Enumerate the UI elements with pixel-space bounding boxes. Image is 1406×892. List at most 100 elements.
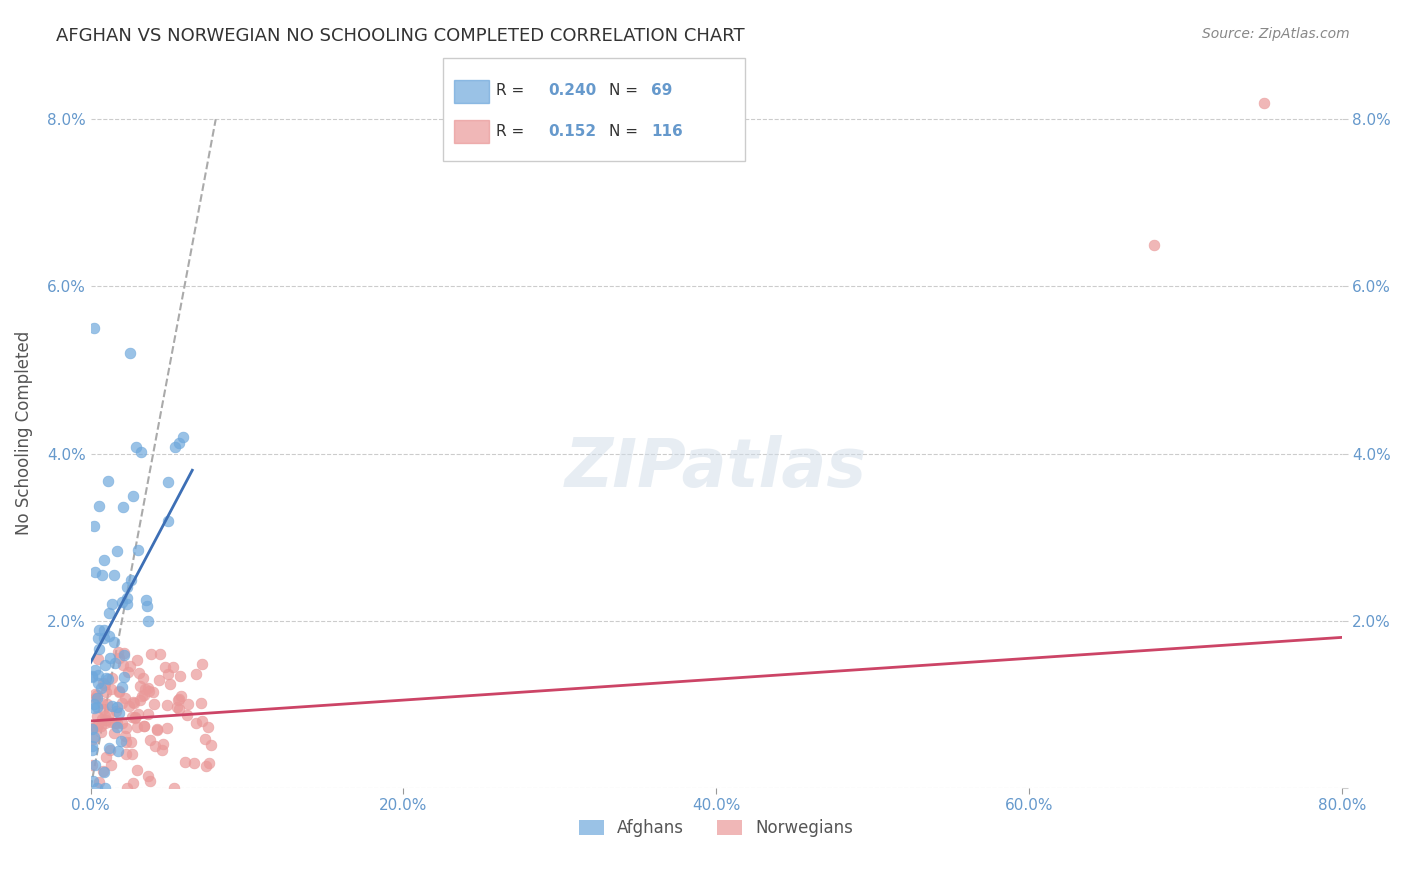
Point [139, 647, 162, 661]
Point [90, 568, 112, 582]
Point [111, 657, 134, 672]
Point [107, 720, 129, 734]
Point [82, 774, 104, 789]
Point [186, 666, 208, 681]
Point [136, 681, 159, 696]
Point [120, 574, 142, 588]
Point [128, 666, 150, 681]
Point [150, 743, 173, 757]
Point [114, 721, 136, 735]
Point [125, 763, 148, 777]
Point [131, 671, 153, 685]
Point [94, 657, 117, 672]
Point [98, 741, 121, 756]
Point [98, 651, 121, 665]
Point [86, 709, 108, 723]
Point [89, 623, 111, 637]
Point [94, 780, 117, 795]
Point [84, 690, 107, 705]
Point [93, 553, 115, 567]
Point [97, 475, 120, 489]
Point [94, 709, 117, 723]
Point [127, 543, 149, 558]
Point [129, 693, 152, 707]
Point [124, 711, 146, 725]
Text: ZIPatlas: ZIPatlas [565, 435, 868, 501]
Point [172, 430, 194, 444]
Point [200, 739, 222, 753]
Text: AFGHAN VS NORWEGIAN NO SCHOOLING COMPLETED CORRELATION CHART: AFGHAN VS NORWEGIAN NO SCHOOLING COMPLET… [56, 27, 745, 45]
Point [91, 676, 114, 690]
Point [191, 714, 214, 728]
Point [82, 732, 104, 747]
Point [97, 607, 120, 621]
Point [90, 725, 112, 739]
Point [82, 758, 104, 772]
Point [104, 715, 127, 730]
Point [105, 544, 128, 558]
Point [124, 710, 146, 724]
Point [143, 698, 166, 712]
Point [103, 634, 125, 648]
Point [98, 629, 121, 643]
Point [190, 696, 212, 710]
Point [129, 445, 152, 459]
Point [162, 780, 184, 795]
Point [1143, 237, 1166, 252]
Point [145, 723, 167, 738]
Point [117, 665, 139, 680]
Point [177, 697, 200, 711]
Point [105, 715, 128, 730]
Point [107, 645, 129, 659]
Point [87, 718, 110, 732]
Point [82, 722, 104, 736]
Point [156, 698, 179, 713]
Point [167, 702, 190, 716]
Point [83, 701, 105, 715]
Point [170, 689, 193, 703]
Point [104, 656, 127, 670]
Point [127, 707, 149, 722]
Point [148, 673, 170, 687]
Point [124, 440, 146, 454]
Point [134, 689, 156, 703]
Point [86, 652, 108, 666]
Point [135, 599, 157, 613]
Point [108, 706, 131, 720]
Point [83, 730, 105, 744]
Point [100, 757, 122, 772]
Point [83, 519, 105, 533]
Point [100, 597, 122, 611]
Point [87, 675, 110, 690]
Point [82, 723, 104, 737]
Point [84, 663, 107, 677]
Point [114, 729, 136, 743]
Point [112, 648, 135, 663]
Point [82, 742, 104, 756]
Point [166, 693, 188, 707]
Point [111, 500, 134, 514]
Point [87, 775, 110, 789]
Point [84, 687, 107, 701]
Point [108, 685, 131, 699]
Point [157, 475, 180, 490]
Point [114, 691, 136, 706]
Point [194, 731, 217, 746]
Point [152, 737, 174, 751]
Point [136, 615, 159, 629]
Point [127, 721, 149, 735]
Point [118, 346, 141, 360]
Point [87, 631, 110, 645]
Point [94, 750, 117, 764]
Point [91, 697, 114, 711]
Point [166, 699, 188, 714]
Point [107, 650, 129, 665]
Point [94, 713, 117, 727]
Point [139, 733, 162, 747]
Point [167, 692, 190, 706]
Point [195, 758, 218, 772]
Point [143, 739, 166, 753]
Point [86, 780, 108, 795]
Point [115, 747, 138, 762]
Point [100, 714, 122, 729]
